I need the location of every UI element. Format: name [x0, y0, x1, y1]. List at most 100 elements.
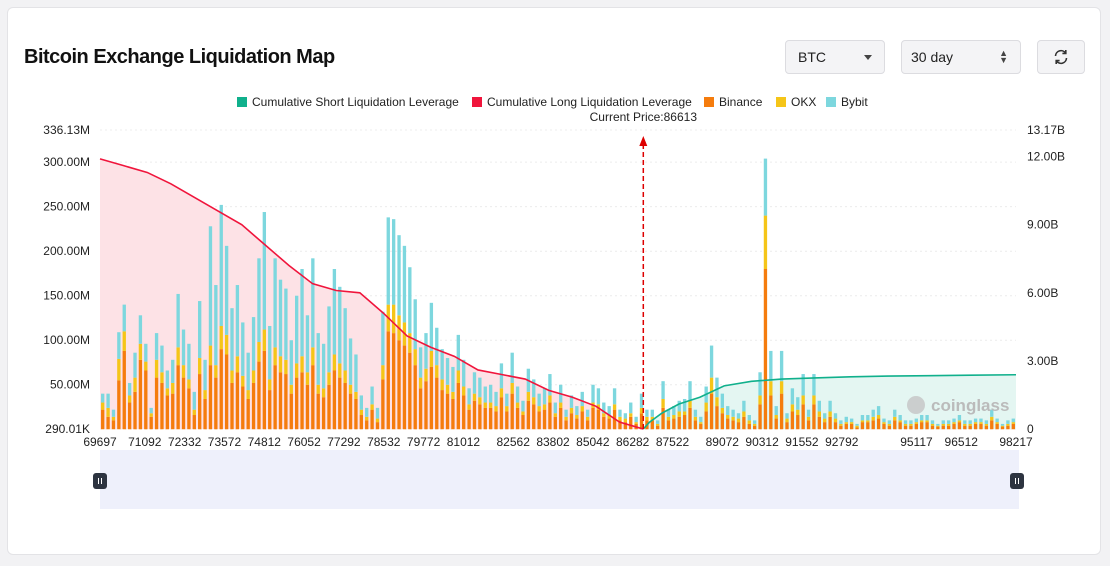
bar-bybit [548, 374, 552, 396]
legend-label-2: Binance [719, 95, 763, 109]
bar-bybit [418, 347, 423, 378]
bar-bybit [375, 407, 380, 419]
bar-bybit [731, 409, 735, 417]
bar-bybit [127, 382, 132, 396]
bar-binance [488, 407, 493, 430]
bar-okx [914, 422, 918, 424]
bar-bybit [138, 315, 143, 344]
bar-binance [241, 386, 245, 430]
bar-binance [661, 407, 665, 430]
bar-bybit [806, 409, 811, 417]
bar-bybit [435, 327, 439, 366]
bar-okx [165, 388, 170, 396]
coin-select[interactable]: BTC [785, 40, 885, 74]
bar-binance [607, 418, 611, 430]
bar-binance [187, 388, 191, 430]
bar-binance [936, 426, 940, 430]
bar-okx [1011, 422, 1015, 424]
bar-binance [801, 404, 805, 430]
y-right-tick: 3.00B [1027, 354, 1058, 368]
bar-bybit [849, 418, 854, 423]
bar-okx [499, 388, 504, 398]
bar-binance [736, 422, 741, 430]
x-tick: 95117 [900, 435, 933, 449]
bar-okx [160, 372, 164, 383]
bar-binance [564, 420, 568, 430]
bar-bybit [839, 420, 843, 424]
chevron-down-icon [864, 55, 872, 60]
bar-bybit [688, 381, 692, 401]
bar-okx [882, 422, 886, 424]
bar-okx [154, 359, 159, 378]
watermark-text: coinglass [931, 396, 1009, 415]
bar-okx [251, 370, 256, 383]
bar-okx [650, 416, 654, 421]
bar-okx [995, 422, 999, 424]
bar-bybit [672, 406, 676, 416]
bar-binance [149, 416, 153, 430]
range-select[interactable]: 30 day ▲ ▼ [901, 40, 1021, 74]
bar-bybit [365, 407, 369, 417]
bar-bybit [402, 245, 407, 323]
bar-okx [801, 395, 805, 405]
bar-bybit [876, 406, 881, 416]
refresh-button[interactable] [1037, 40, 1085, 74]
bar-okx [984, 423, 989, 426]
bar-bybit [488, 384, 493, 403]
y-left-tick: 100.00M [43, 333, 90, 347]
y-right-tick: 6.00B [1027, 286, 1058, 300]
bar-okx [930, 423, 935, 426]
bar-okx [235, 356, 240, 373]
bar-binance [602, 416, 606, 430]
bar-binance [930, 425, 935, 430]
bar-bybit [796, 397, 800, 410]
bar-bybit [273, 258, 277, 348]
bar-binance [295, 377, 299, 430]
bar-okx [796, 409, 800, 416]
bar-bybit [424, 333, 428, 369]
bar-binance [946, 425, 951, 430]
bar-okx [634, 422, 638, 424]
bar-okx [952, 422, 956, 424]
bar-bybit [952, 418, 956, 423]
bar-bybit [467, 388, 471, 405]
bar-bybit [478, 377, 482, 398]
bar-binance [284, 374, 288, 430]
bar-bybit [316, 333, 320, 385]
bar-binance [359, 415, 363, 430]
bar-binance [893, 420, 897, 430]
bar-binance [273, 365, 277, 430]
bar-okx [268, 379, 272, 391]
bar-bybit [736, 413, 741, 419]
bar-bybit [569, 395, 574, 408]
bar-binance [348, 393, 353, 430]
bar-bybit [1000, 423, 1005, 426]
bar-bybit [289, 340, 293, 385]
bar-binance [165, 395, 170, 430]
bar-okx [171, 382, 175, 394]
coinglass-logo [907, 396, 925, 414]
bar-binance [790, 411, 795, 430]
bar-binance [763, 269, 768, 430]
bar-okx [925, 420, 929, 423]
range-handle-left[interactable] [93, 473, 107, 489]
bar-bybit [111, 409, 116, 417]
bar-bybit [456, 334, 460, 371]
bar-okx [677, 411, 681, 417]
bar-bybit [946, 420, 951, 424]
x-tick: 78532 [367, 435, 401, 449]
bar-bybit [909, 420, 913, 424]
bar-okx [817, 411, 821, 417]
bar-bybit [451, 366, 455, 392]
bar-okx [445, 384, 450, 394]
bar-binance [629, 416, 633, 430]
bar-bybit [823, 413, 827, 419]
x-tick: 85042 [576, 435, 610, 449]
bar-bybit [666, 409, 671, 417]
bar-okx [138, 343, 143, 360]
legend-swatch-0 [237, 97, 247, 107]
bar-binance [478, 404, 482, 430]
bar-bybit [327, 306, 331, 373]
range-handle-right[interactable] [1010, 473, 1024, 489]
bar-okx [440, 379, 444, 391]
